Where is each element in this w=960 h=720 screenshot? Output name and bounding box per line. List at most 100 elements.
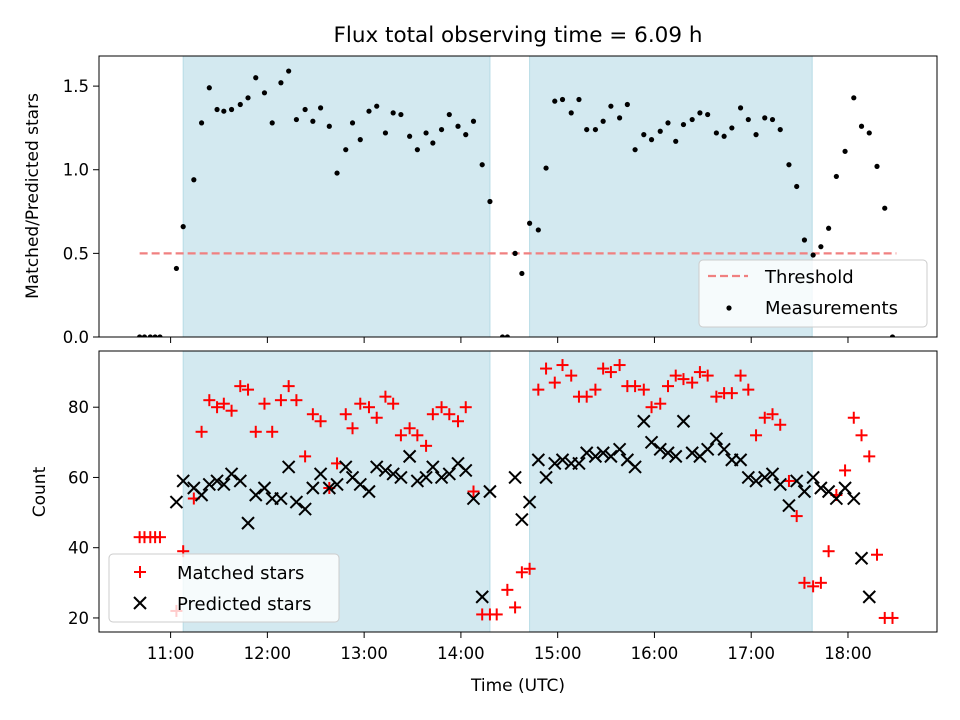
measurement-point	[866, 130, 872, 136]
matched-star-marker	[613, 359, 626, 372]
matched-star-marker	[203, 394, 216, 407]
predicted-star-marker	[378, 463, 393, 478]
predicted-star-marker	[298, 502, 312, 516]
matched-star-marker	[725, 387, 738, 400]
matched-star-marker	[452, 415, 465, 428]
matched-star-marker	[211, 401, 224, 414]
measurement-point	[470, 118, 477, 124]
matched-star-marker	[501, 583, 514, 596]
measurement-point	[173, 265, 180, 272]
observing-windows-top	[182, 56, 813, 337]
count-points	[133, 359, 899, 624]
measurement-point	[769, 116, 776, 123]
measurement-point	[858, 123, 865, 129]
measurement-point	[697, 110, 703, 116]
measurement-point	[833, 173, 839, 180]
measurement-point	[617, 115, 623, 121]
measurement-point	[253, 75, 259, 81]
x-tick-label: 13:00	[340, 644, 388, 663]
matched-star-marker	[580, 390, 593, 403]
matched-star-marker	[490, 608, 503, 621]
predicted-star-marker	[194, 488, 209, 502]
predicted-star-marker	[202, 477, 217, 492]
measurement-point	[245, 95, 251, 101]
matched-star-marker	[839, 464, 852, 477]
measurement-point	[407, 133, 413, 139]
matched-star-marker	[556, 359, 569, 372]
measurement-point	[713, 130, 719, 136]
legend-matched-swatch	[134, 566, 146, 578]
matched-star-marker	[604, 366, 617, 379]
measurement-point	[552, 98, 558, 104]
measurement-point	[745, 116, 751, 123]
measurement-point	[446, 111, 452, 118]
measurement-point	[889, 334, 896, 337]
measurement-point	[278, 80, 284, 86]
measurement-point	[499, 334, 506, 337]
measurement-point	[398, 111, 404, 118]
x-tick-label: 11:00	[147, 644, 195, 663]
predicted-star-marker	[483, 484, 497, 499]
predicted-star-marker	[829, 491, 844, 506]
x-tick-label: 12:00	[244, 644, 292, 663]
matched-star-marker	[693, 366, 706, 379]
predicted-star-marker	[854, 551, 869, 565]
matched-star-marker	[258, 397, 271, 410]
measurement-point	[559, 96, 566, 103]
count-panel-frame	[98, 350, 938, 633]
matched-star-marker	[387, 397, 400, 410]
matched-star-marker	[217, 397, 230, 410]
matched-star-marker	[677, 373, 690, 386]
predicted-star-marker	[515, 512, 529, 527]
measurement-point	[180, 224, 186, 230]
matched-star-marker	[548, 376, 561, 389]
measurement-point	[269, 120, 275, 126]
measurement-point	[729, 125, 735, 131]
chart-title: Flux total observing time = 6.09 h	[334, 23, 703, 48]
predicted-star-marker	[604, 449, 618, 464]
predicted-star-marker	[426, 460, 440, 474]
matched-star-marker	[362, 401, 375, 414]
measurement-point	[584, 126, 590, 133]
measurement-point	[152, 334, 158, 337]
predicted-star-marker	[653, 442, 667, 457]
matched-star-marker	[871, 548, 884, 561]
matched-star-marker	[509, 601, 522, 614]
measurement-point	[705, 111, 711, 118]
matched-star-marker	[589, 383, 602, 396]
predicted-star-marker	[741, 470, 756, 485]
measurement-point	[357, 137, 363, 143]
measurement-point	[366, 108, 372, 114]
predicted-star-marker	[466, 491, 481, 506]
measurement-point	[665, 120, 671, 126]
measurement-point	[576, 96, 582, 103]
measurement-point	[374, 103, 380, 109]
matched-star-marker	[540, 362, 553, 375]
predicted-star-marker	[637, 414, 651, 428]
measurement-point	[343, 147, 349, 153]
matched-star-marker	[282, 380, 295, 393]
matched-star-marker	[847, 411, 860, 424]
legend-measurements-swatch	[726, 305, 732, 311]
predicted-star-marker	[862, 590, 876, 604]
predicted-star-marker	[548, 456, 562, 471]
measurement-point	[882, 205, 888, 211]
matched-star-marker	[734, 369, 747, 382]
measurement-point	[237, 101, 243, 108]
predicted-star-marker	[210, 474, 224, 488]
measurement-point	[794, 183, 800, 190]
predicted-star-marker	[370, 460, 384, 474]
count-legend: Matched stars Predicted stars	[108, 553, 340, 623]
matched-star-marker	[379, 390, 392, 403]
y-tick-label: 0.0	[63, 328, 89, 347]
predicted-star-marker	[402, 449, 417, 464]
measurement-point	[334, 170, 340, 176]
matched-star-marker	[863, 450, 876, 463]
measurement-point	[430, 140, 436, 146]
predicted-star-marker	[596, 446, 610, 460]
predicted-star-marker	[322, 481, 337, 495]
measurement-point	[851, 95, 857, 101]
predicted-star-marker	[572, 456, 586, 471]
measurement-point	[326, 123, 332, 129]
